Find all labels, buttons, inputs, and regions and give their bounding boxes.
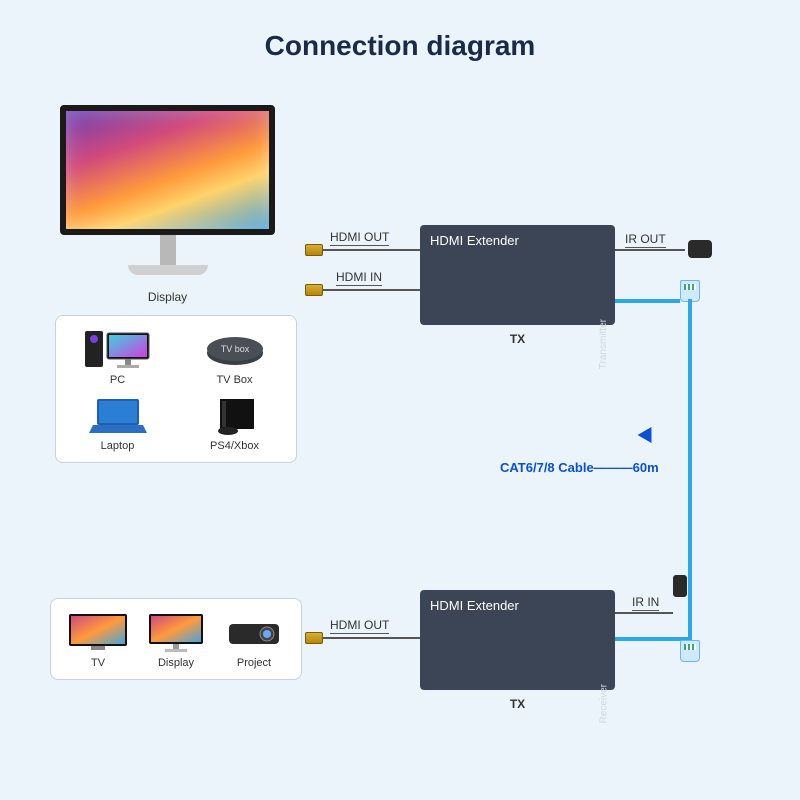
display-label: Display (60, 290, 275, 304)
hdmi-out-cable (323, 249, 420, 251)
ir-out-cable (615, 249, 685, 251)
source-console: PS4/Xbox (183, 392, 286, 452)
rj45-plug-icon (680, 640, 700, 662)
rx-label: TX (420, 697, 615, 711)
hdmi-plug-icon (305, 284, 323, 296)
ir-out-label: IR OUT (625, 232, 666, 248)
output-display: Display (139, 609, 213, 669)
rx-extender-box: HDMI Extender Receiver (420, 590, 615, 690)
cat-cable-vertical (688, 299, 692, 640)
output-tv: TV (61, 609, 135, 669)
source-tvbox: TV box TV Box (183, 326, 286, 386)
hdmi-out-rx-label: HDMI OUT (330, 618, 389, 634)
source-laptop: Laptop (66, 392, 169, 452)
output-projector: Project (217, 609, 291, 669)
hdmi-out-label: HDMI OUT (330, 230, 389, 246)
hdmi-in-label: HDMI IN (336, 270, 382, 286)
hdmi-in-cable (323, 289, 420, 291)
cat-cable-top (615, 299, 680, 303)
svg-text:TV box: TV box (220, 344, 249, 354)
hdmi-plug-icon (305, 632, 323, 644)
tx-label: TX (420, 332, 615, 346)
outputs-group: TV Display (50, 598, 302, 680)
page-title: Connection diagram (0, 0, 800, 62)
tx-product-label: HDMI Extender (430, 233, 605, 248)
ir-receiver-icon (673, 575, 687, 597)
ir-in-label: IR IN (632, 595, 659, 611)
rx-product-label: HDMI Extender (430, 598, 605, 613)
display-monitor (60, 105, 275, 275)
flow-arrow-icon (638, 427, 659, 447)
ir-emitter-icon (688, 240, 712, 258)
sources-group: PC TV box TV Box (55, 315, 297, 463)
hdmi-out-rx-cable (323, 637, 420, 639)
ir-in-cable (615, 612, 673, 614)
cat-cable-label: CAT6/7/8 Cable———60m (500, 460, 659, 475)
source-pc: PC (66, 326, 169, 386)
tx-extender-box: HDMI Extender Transmitter (420, 225, 615, 325)
hdmi-plug-icon (305, 244, 323, 256)
